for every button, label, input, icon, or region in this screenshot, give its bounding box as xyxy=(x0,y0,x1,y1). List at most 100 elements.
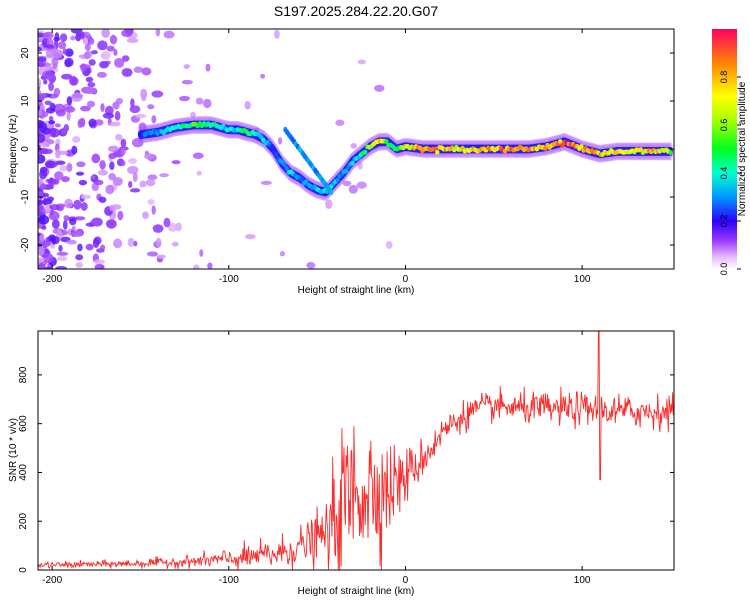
noise-blob xyxy=(190,111,196,118)
noise-blob xyxy=(128,157,138,164)
noise-blob xyxy=(97,169,109,176)
noise-blob xyxy=(147,199,155,205)
noise-blob xyxy=(120,138,127,148)
colorbar-gradient xyxy=(712,29,737,269)
noise-blob xyxy=(101,29,110,38)
noise-blob xyxy=(140,93,147,102)
noise-blob xyxy=(83,51,91,60)
noise-blob xyxy=(70,230,82,237)
ridge-core xyxy=(384,139,389,144)
noise-blob xyxy=(42,70,54,80)
noise-blob xyxy=(87,100,96,108)
noise-blob xyxy=(163,30,175,39)
spectrogram-x-label: Height of straight line (km) xyxy=(298,285,415,296)
noise-blob xyxy=(49,102,56,112)
noise-blob xyxy=(38,93,47,98)
noise-blob xyxy=(62,220,68,230)
noise-blob xyxy=(114,110,121,121)
noise-blob xyxy=(90,175,96,180)
noise-blob xyxy=(55,108,66,117)
noise-blob xyxy=(85,243,94,251)
noise-blob xyxy=(121,160,126,166)
snr-y-ticks: 0 200 400 600 800 xyxy=(18,366,674,573)
noise-blob xyxy=(142,211,149,220)
ridge-core xyxy=(284,165,289,171)
noise-blob xyxy=(127,165,139,175)
noise-blob xyxy=(77,243,83,252)
noise-blob xyxy=(93,179,104,186)
ridge-core xyxy=(350,160,355,166)
x-tick-label: -100 xyxy=(219,575,239,586)
noise-blob xyxy=(46,44,55,50)
noise-blob xyxy=(64,198,73,209)
y-tick-label: 0 xyxy=(20,146,31,152)
noise-blob xyxy=(39,166,48,174)
noise-blob xyxy=(58,244,63,252)
noise-blob xyxy=(38,122,48,133)
noise-blob xyxy=(91,50,98,55)
noise-blob xyxy=(244,101,251,110)
noise-blob xyxy=(56,256,68,261)
noise-blob xyxy=(38,154,46,164)
x-tick-label: 0 xyxy=(403,274,409,285)
noise-blob xyxy=(80,105,91,112)
noise-blob xyxy=(335,119,345,126)
noise-blob xyxy=(139,180,147,188)
noise-blob xyxy=(38,246,45,256)
noise-blob xyxy=(99,160,106,170)
spectrogram-y-label: Frequency (Hz) xyxy=(8,115,19,184)
noise-blob xyxy=(57,41,67,50)
noise-blob xyxy=(342,180,352,187)
noise-blob xyxy=(196,170,202,176)
noise-blob xyxy=(92,238,100,248)
y-tick-label: 20 xyxy=(20,47,31,59)
noise-blob xyxy=(129,105,141,114)
noise-blob xyxy=(145,179,156,187)
noise-blob xyxy=(70,35,76,41)
noise-blob xyxy=(129,188,141,193)
noise-blob xyxy=(62,48,67,55)
noise-blob xyxy=(64,59,72,68)
noise-blob xyxy=(113,49,118,56)
noise-blob xyxy=(205,63,211,72)
noise-blob xyxy=(66,239,77,245)
noise-blob xyxy=(207,262,213,269)
noise-blob xyxy=(42,111,49,118)
noise-blob xyxy=(48,211,60,221)
noise-blob xyxy=(71,92,83,102)
spectrogram-y-ticks: -20 -10 0 10 20 xyxy=(20,47,674,252)
noise-blob xyxy=(100,51,111,60)
noise-blob xyxy=(133,66,143,73)
noise-blob xyxy=(56,251,69,256)
noise-blob xyxy=(43,31,54,40)
noise-blob xyxy=(75,171,85,176)
noise-blob xyxy=(127,237,135,247)
noise-blob xyxy=(82,37,89,45)
noise-blob xyxy=(132,172,138,183)
noise-blob xyxy=(120,147,126,156)
ridge-core xyxy=(299,176,304,182)
branch-band xyxy=(329,189,334,196)
noise-blob xyxy=(65,48,74,57)
y-tick-label: 400 xyxy=(18,464,29,481)
noise-blob xyxy=(357,161,363,170)
ridge-core xyxy=(362,149,368,155)
noise-blob xyxy=(73,216,86,221)
y-tick-label: 800 xyxy=(18,366,29,383)
noise-blob xyxy=(38,263,46,269)
noise-blob xyxy=(80,63,87,72)
noise-blob xyxy=(38,190,44,198)
noise-blob xyxy=(45,48,55,58)
noise-blob xyxy=(163,217,171,228)
noise-blob xyxy=(38,199,43,206)
noise-blob xyxy=(348,184,358,194)
noise-blob xyxy=(106,45,115,52)
noise-blob xyxy=(178,95,190,102)
noise-blob xyxy=(71,225,76,232)
noise-blob xyxy=(76,161,86,168)
noise-blob xyxy=(141,67,152,76)
noise-blob xyxy=(51,219,60,229)
noise-blob xyxy=(107,145,119,152)
noise-blob xyxy=(109,161,115,171)
